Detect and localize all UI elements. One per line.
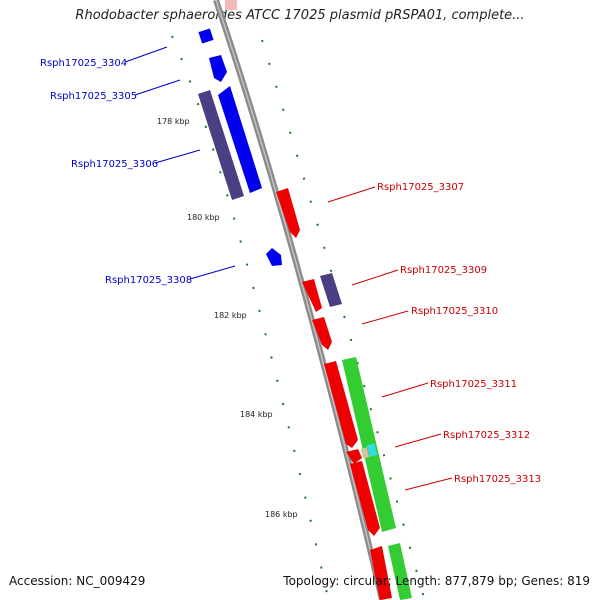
gene-shape-3304[interactable]: [209, 55, 227, 82]
gene-block-top-pink[interactable]: [225, 0, 237, 10]
accession-text: Accession: NC_009429: [9, 574, 146, 588]
leader-line-3304: [124, 46, 168, 63]
gene-shape-3307[interactable]: [276, 188, 300, 238]
genome-backbone: [213, 0, 385, 600]
gene-label-3307[interactable]: Rsph17025_3307: [377, 182, 464, 193]
gene-shape-3308[interactable]: [266, 248, 282, 266]
tick-label-182: 182 kbp: [214, 311, 247, 320]
gene-shape-3306[interactable]: [198, 90, 244, 200]
leader-line-3309: [351, 269, 399, 286]
inner-tick-arc: [171, 35, 329, 599]
leader-line-3305: [134, 79, 181, 96]
gene-label-3311[interactable]: Rsph17025_3311: [430, 379, 517, 390]
gene-label-3304[interactable]: Rsph17025_3304: [40, 58, 127, 69]
gene-label-3312[interactable]: Rsph17025_3312: [443, 430, 530, 441]
gene-shape-3311-green[interactable]: [342, 357, 396, 532]
gene-shape-bottom-green[interactable]: [388, 543, 412, 600]
leader-line-3310: [361, 310, 409, 325]
gene-label-3308[interactable]: Rsph17025_3308: [105, 275, 192, 286]
gene-label-3306[interactable]: Rsph17025_3306: [71, 159, 158, 170]
leader-line-3311: [381, 382, 429, 398]
gene-label-3310[interactable]: Rsph17025_3310: [411, 306, 498, 317]
gene-label-3305[interactable]: Rsph17025_3305: [50, 91, 137, 102]
misc-feature-3312[interactable]: [366, 443, 378, 457]
gene-shape-3312-red[interactable]: [346, 449, 362, 464]
tick-label-178: 178 kbp: [157, 117, 190, 126]
gene-shape-bottom-red[interactable]: [370, 546, 392, 600]
misc-feature-3312-tan[interactable]: [360, 447, 370, 459]
gene-label-3309[interactable]: Rsph17025_3309: [400, 265, 487, 276]
topology-summary: Topology: circular; Length: 877,879 bp; …: [283, 574, 590, 588]
leader-line-3313: [404, 477, 453, 491]
gene-block-top-blue[interactable]: [198, 28, 214, 44]
leader-line-3312: [394, 433, 442, 448]
tick-label-184: 184 kbp: [240, 410, 273, 419]
leader-line-3306: [154, 149, 201, 164]
leader-line-3308: [189, 265, 236, 280]
map-title: Rhodobacter sphaeroides ATCC 17025 plasm…: [75, 8, 525, 23]
tick-label-186: 186 kbp: [265, 510, 298, 519]
leader-line-3307: [327, 186, 376, 203]
gene-shape-3311-red[interactable]: [324, 361, 358, 448]
gene-shape-3309-purple[interactable]: [320, 273, 342, 307]
gene-shape-3310[interactable]: [312, 317, 332, 350]
tick-label-180: 180 kbp: [187, 213, 220, 222]
gene-shape-3309-red[interactable]: [302, 279, 322, 312]
gene-label-3313[interactable]: Rsph17025_3313: [454, 474, 541, 485]
gene-shape-3313[interactable]: [350, 461, 380, 536]
gene-shape-3305[interactable]: [218, 86, 262, 193]
